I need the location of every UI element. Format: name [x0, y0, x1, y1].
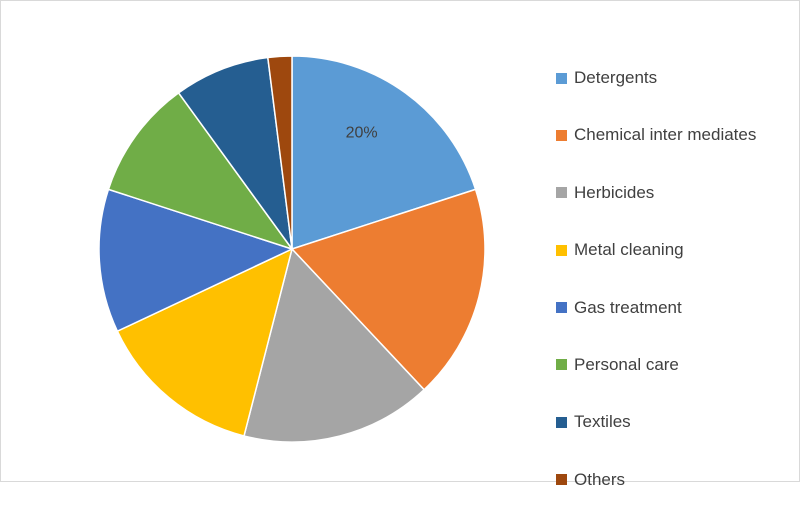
pie-slices — [98, 55, 486, 443]
legend-label: Herbicides — [574, 182, 655, 202]
legend-item: Gas treatment — [556, 297, 756, 319]
legend-swatch — [556, 187, 567, 199]
legend-swatch — [556, 474, 567, 486]
pie-data-labels: 20% — [346, 124, 378, 141]
legend-label: Chemical inter mediates — [574, 125, 757, 145]
legend-swatch — [556, 416, 567, 428]
pie-slice-chemical-inter-mediates — [290, 188, 486, 391]
legend-item: Others — [556, 469, 756, 491]
pie-slice-metal-cleaning — [116, 247, 294, 437]
legend-item: Herbicides — [556, 182, 756, 204]
pie-slice-others — [266, 55, 293, 250]
pie-slice-gas-treatment — [98, 188, 295, 333]
legend-swatch — [556, 72, 567, 84]
pie-chart: 20% Detergents Chemical inter mediates Her… — [0, 0, 800, 489]
legend-item: Textiles — [556, 411, 756, 433]
legend-label: Gas treatment — [574, 297, 682, 317]
pie-slice-personal-care — [107, 91, 294, 251]
pie-plot-area: 20% — [98, 55, 486, 443]
pie-slice-detergents — [291, 55, 477, 251]
legend-label: Personal care — [574, 354, 679, 374]
legend-label: Detergents — [574, 68, 658, 87]
data-label: 20% — [346, 124, 378, 141]
legend-item: Metal cleaning — [556, 239, 756, 261]
legend-item: Personal care — [556, 354, 756, 376]
pie-slice-textiles — [177, 56, 293, 250]
legend-swatch — [556, 359, 567, 371]
legend-item: Detergents — [556, 67, 756, 89]
legend-swatch — [556, 302, 567, 314]
legend-item: Chemical inter mediates — [556, 124, 756, 146]
legend-label: Others — [574, 469, 626, 489]
chart-legend: Detergents Chemical inter mediates Herbici… — [556, 67, 756, 526]
pie-slice-herbicides — [243, 247, 426, 443]
legend-label: Metal cleaning — [574, 240, 684, 260]
legend-swatch — [556, 129, 567, 141]
legend-label: Textiles — [574, 412, 631, 432]
legend-swatch — [556, 244, 567, 256]
